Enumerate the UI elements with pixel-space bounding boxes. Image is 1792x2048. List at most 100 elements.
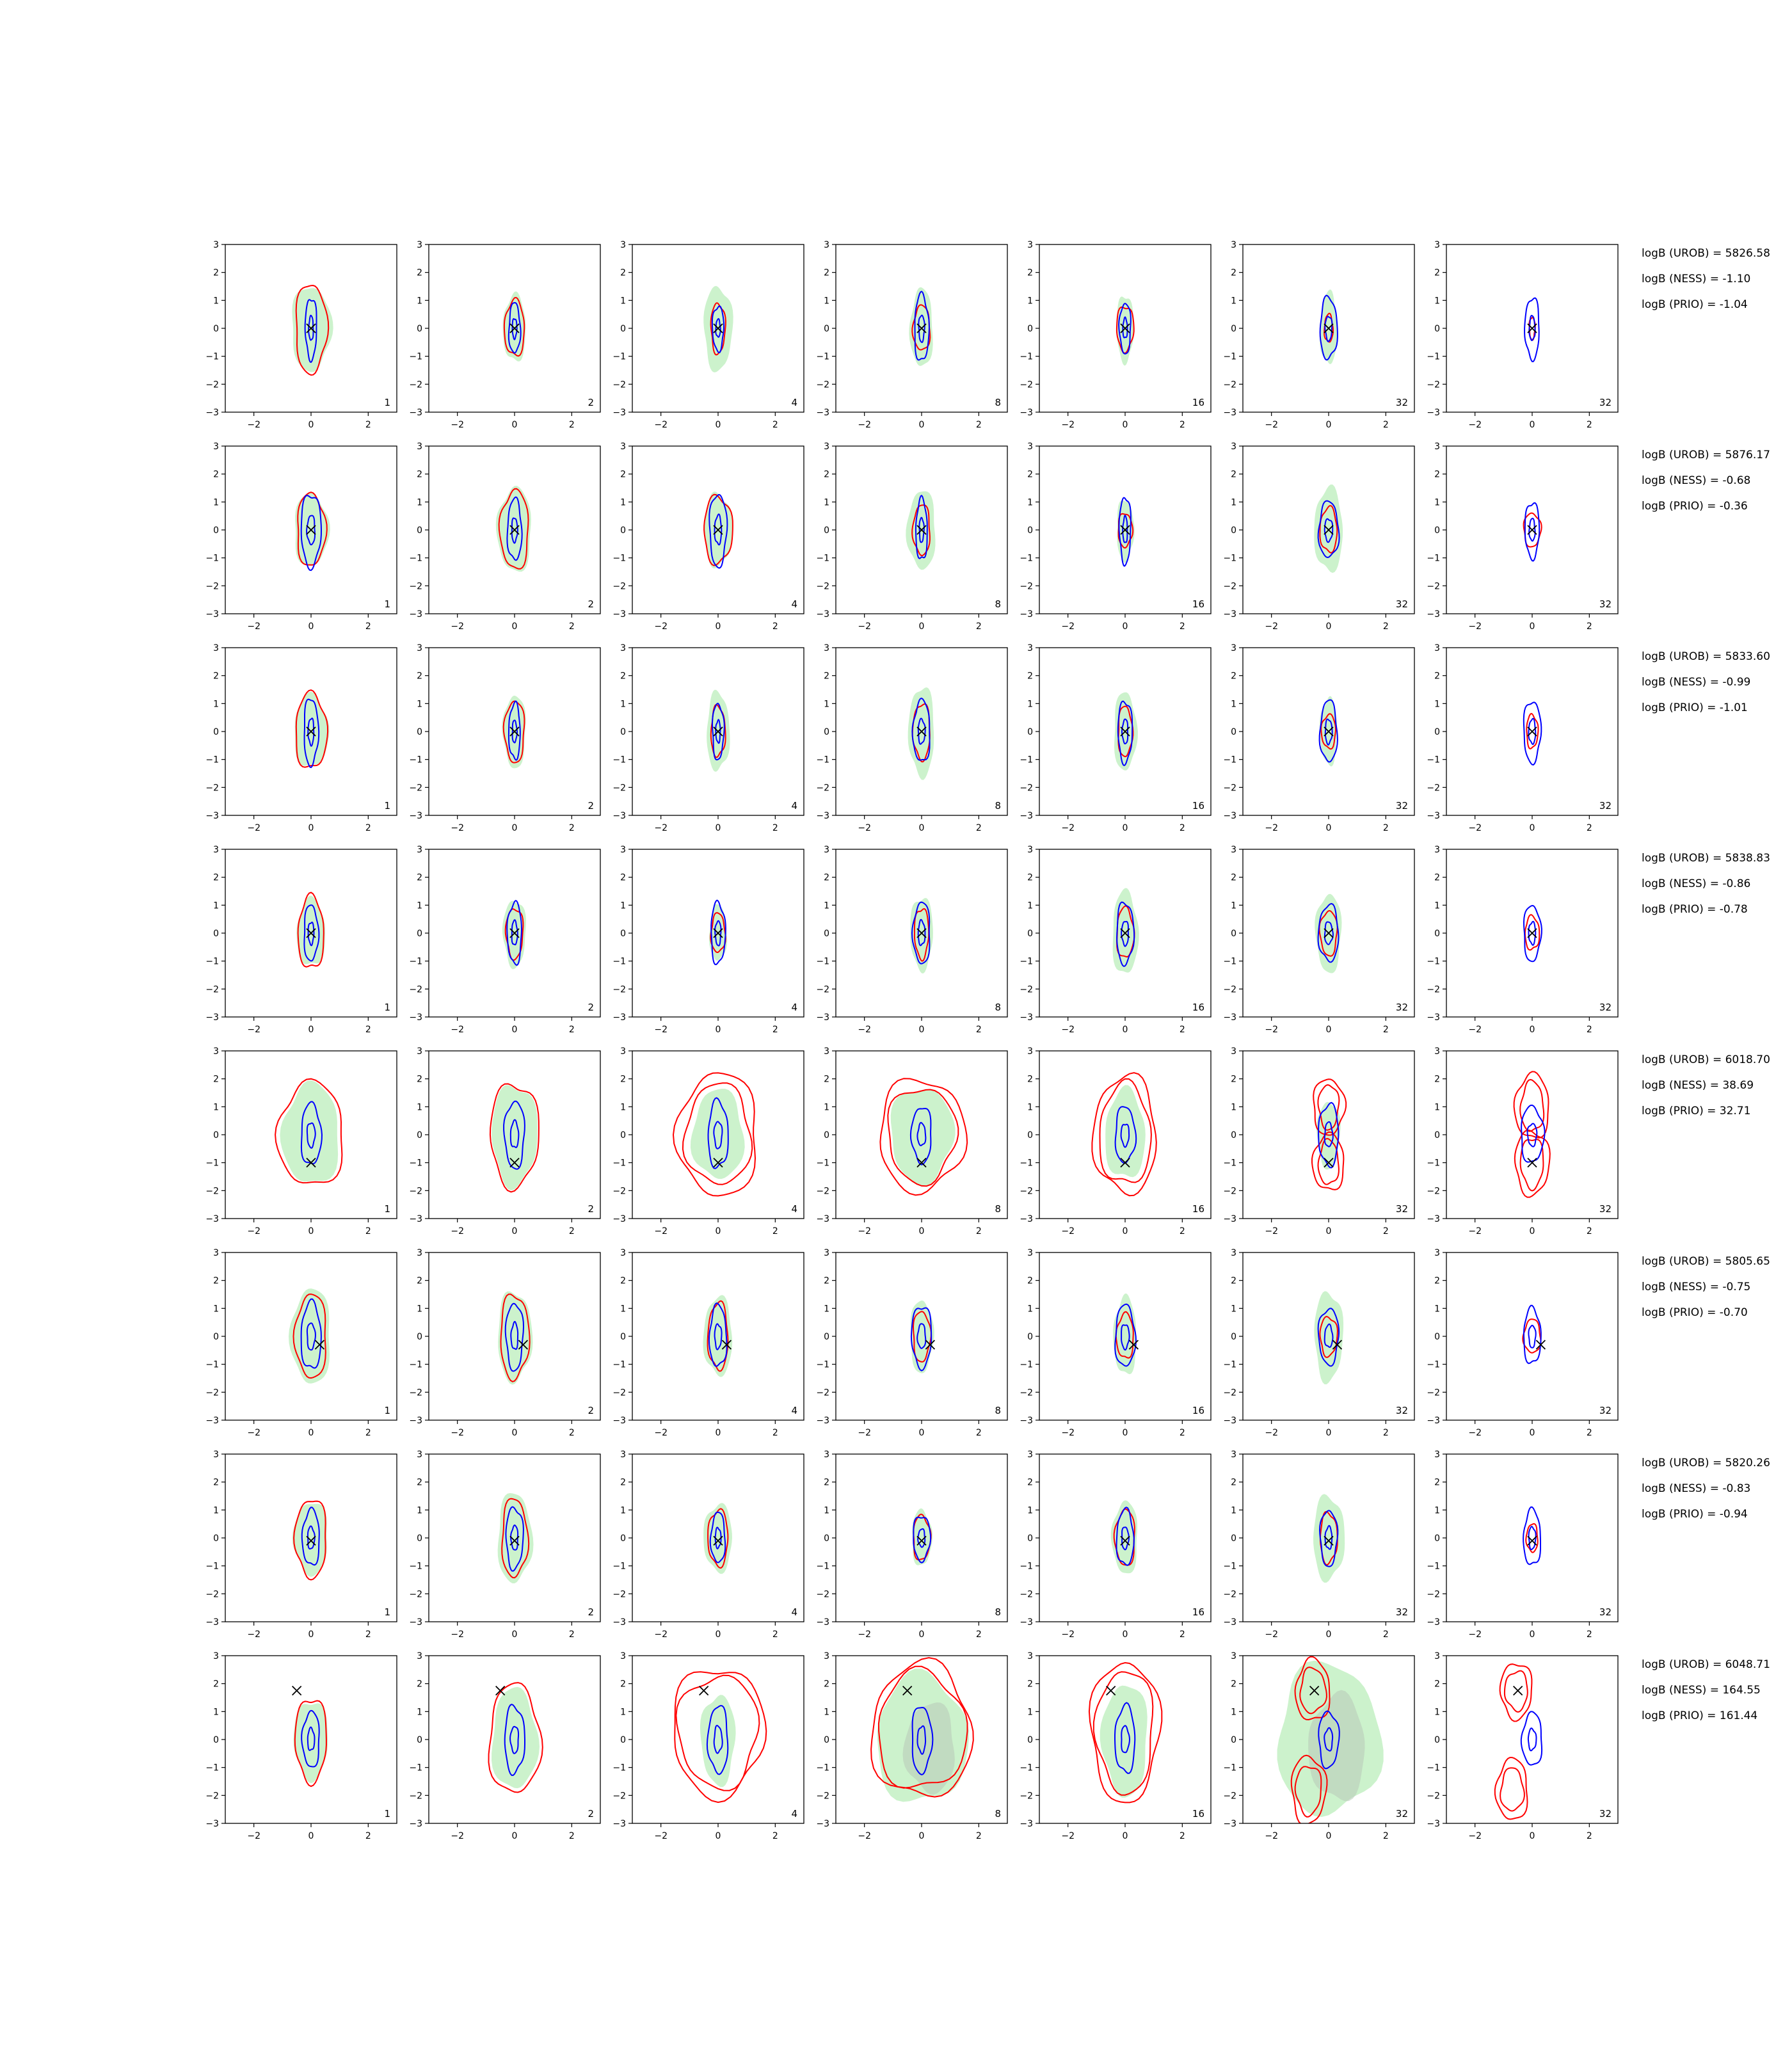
red-contour [294,1700,327,1788]
blue-contour [1317,902,1340,963]
red-contour [1319,505,1338,554]
panel-r1-c1: −3 −2 −1 0 1 2 3 −2 0 2 1 [205,240,397,430]
y-tick-label: 0 [620,1735,626,1745]
y-tick-label: −2 [409,380,422,390]
y-tick-label: 0 [1434,525,1440,536]
panel-label: 16 [1192,1203,1204,1215]
panel-r6-c7: −3 −2 −1 0 1 2 3 −2 0 2 32 [1427,1248,1619,1438]
y-tick-label: −1 [1020,1562,1033,1572]
y-tick-label: 3 [1231,643,1236,653]
y-tick-label: 1 [213,1505,219,1516]
panel-r1-c6: −3 −2 −1 0 1 2 3 −2 0 2 32 [1223,240,1415,430]
blue-contour [706,1704,729,1775]
x-tick-label: −2 [451,1025,464,1035]
y-tick-label: 0 [1027,1735,1033,1745]
y-tick-label: 0 [620,1130,626,1140]
true-value-marker [713,323,723,333]
x-tick-label: 2 [1587,420,1592,430]
y-tick-label: −1 [612,554,626,564]
y-tick-label: −1 [816,1360,829,1370]
panel-r4-c2: −3 −2 −1 0 1 2 3 −2 0 2 2 [409,845,601,1035]
y-tick-label: 3 [1231,845,1236,855]
blue-contour-inner [1527,1727,1537,1752]
x-tick-label: 2 [1180,1428,1185,1438]
y-tick-label: 2 [620,1478,626,1488]
blue-contour [708,493,728,569]
x-tick-label: 2 [1587,1226,1592,1236]
blue-contour-inner [1121,1324,1130,1351]
blue-contour-inner [715,719,721,744]
blue-contour-inner [511,517,518,544]
y-tick-label: 1 [1231,296,1236,306]
y-tick-label: −3 [409,609,422,620]
red-contour [500,1293,531,1382]
y-tick-label: 3 [1231,1450,1236,1460]
y-tick-label: 1 [1027,699,1033,709]
x-tick-label: 2 [365,420,371,430]
y-tick-label: 3 [1434,1248,1440,1258]
x-tick-label: −2 [654,1025,668,1035]
y-tick-label: −1 [1020,957,1033,967]
density-fill [293,1703,328,1784]
y-tick-label: 0 [417,1533,422,1544]
x-tick-label: 0 [1326,1226,1332,1236]
y-tick-label: −3 [409,811,422,821]
true-value-marker [495,1685,506,1696]
y-tick-label: −1 [1427,1360,1440,1370]
red-contour [682,1082,753,1185]
red-contour [504,908,524,961]
y-tick-label: 1 [620,1304,626,1314]
panel-r5-c5: −3 −2 −1 0 1 2 3 −2 0 2 16 [1020,1046,1212,1236]
panel-label: 16 [1192,598,1204,610]
y-tick-label: 0 [1027,1533,1033,1544]
blue-contour-inner [307,717,315,747]
x-tick-label: −2 [247,1428,260,1438]
panel-r4-c5: −3 −2 −1 0 1 2 3 −2 0 2 16 [1020,845,1212,1035]
panel-r3-c6: −3 −2 −1 0 1 2 3 −2 0 2 32 [1223,643,1415,833]
y-tick-label: 3 [417,1450,422,1460]
panel-r2-c2: −3 −2 −1 0 1 2 3 −2 0 2 2 [409,442,601,632]
true-value-marker [1120,928,1130,938]
blue-contour [911,901,931,964]
density-fill [1314,1291,1344,1384]
y-tick-label: 2 [1434,470,1440,480]
density-fill [1113,1293,1136,1375]
x-tick-label: 0 [1123,1226,1128,1236]
red-contour [1318,909,1338,957]
density-fill [1112,888,1139,973]
x-tick-label: 2 [365,621,371,632]
y-tick-label: 0 [620,1533,626,1544]
y-tick-label: 3 [620,1651,626,1661]
blue-contour [1521,1104,1546,1163]
x-tick-label: 0 [919,823,925,833]
blue-contour [505,1506,524,1572]
true-value-marker [509,726,520,737]
y-tick-label: 3 [620,643,626,653]
y-tick-label: 3 [1434,1651,1440,1661]
y-tick-label: 3 [1434,643,1440,653]
blue-contour [303,904,320,962]
true-value-marker [1535,1340,1546,1350]
x-tick-label: 0 [1530,1025,1535,1035]
blue-contour [711,703,725,761]
y-tick-label: 1 [1434,296,1440,306]
y-tick-label: −3 [1427,1012,1440,1023]
x-tick-label: −2 [654,823,668,833]
x-tick-label: 0 [308,1226,314,1236]
y-tick-label: −3 [1427,609,1440,620]
red-contour [295,284,330,376]
y-tick-label: 0 [213,929,219,939]
panel-label: 32 [1396,1405,1408,1416]
panel-label: 4 [791,1405,797,1416]
x-tick-label: 0 [1530,823,1535,833]
blue-contour [301,1709,320,1768]
y-tick-label: 1 [213,699,219,709]
y-tick-label: 0 [417,1735,422,1745]
y-tick-label: −3 [612,1214,626,1224]
y-tick-label: 1 [1434,1505,1440,1516]
panel-label: 1 [384,1405,390,1416]
panel-label: 16 [1192,1606,1204,1618]
y-tick-label: 0 [1434,727,1440,737]
y-tick-label: −2 [1427,984,1440,995]
